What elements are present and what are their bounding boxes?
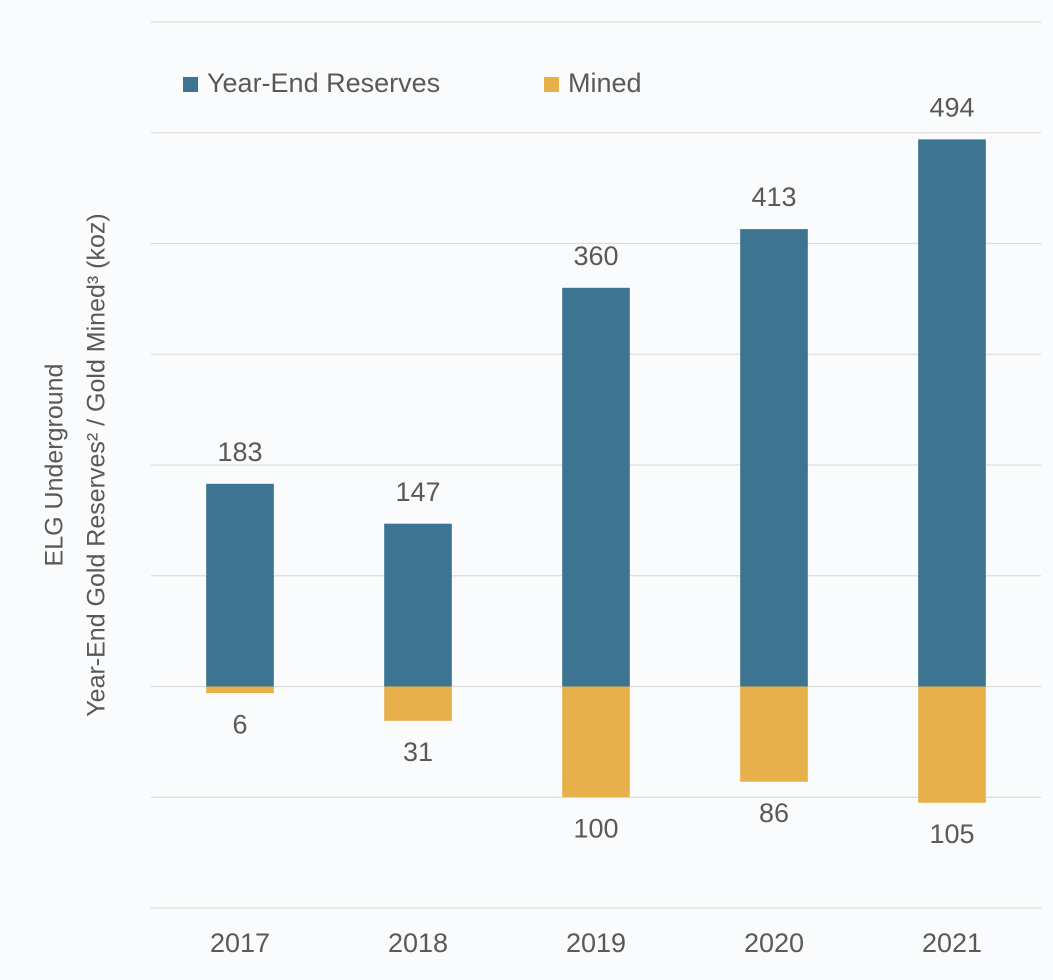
x-tick-label: 2021 — [922, 928, 982, 958]
y-axis-title-line: ELG Underground — [41, 364, 69, 567]
y-axis-title-line: Year-End Gold Reserves² / Gold Mined³ (k… — [83, 213, 111, 716]
x-tick-label: 2018 — [388, 928, 448, 958]
data-label: 494 — [929, 93, 974, 123]
bar — [562, 686, 630, 798]
x-tick-label: 2017 — [210, 928, 270, 958]
data-label: 31 — [403, 737, 433, 767]
bar — [384, 523, 452, 687]
legend-label: Mined — [568, 68, 642, 98]
data-label: 183 — [217, 437, 262, 467]
bar — [206, 686, 274, 694]
legend-label: Year-End Reserves — [207, 68, 440, 98]
bar — [740, 686, 808, 782]
data-label: 105 — [929, 819, 974, 849]
x-tick-label: 2020 — [744, 928, 804, 958]
data-label: 6 — [232, 709, 247, 739]
bar — [384, 686, 452, 721]
bar — [562, 287, 630, 687]
data-label: 360 — [573, 241, 618, 271]
data-label: 100 — [573, 813, 618, 843]
data-label: 147 — [395, 477, 440, 507]
data-label: 86 — [759, 798, 789, 828]
bar — [918, 686, 986, 803]
bar — [206, 483, 274, 687]
bar — [740, 229, 808, 687]
y-axis-title: ELG Underground Year-End Gold Reserves² … — [41, 213, 111, 716]
data-label: 413 — [751, 182, 796, 212]
bar — [918, 139, 986, 687]
legend-swatch — [544, 77, 559, 92]
legend-swatch — [183, 77, 198, 92]
x-tick-label: 2019 — [566, 928, 626, 958]
